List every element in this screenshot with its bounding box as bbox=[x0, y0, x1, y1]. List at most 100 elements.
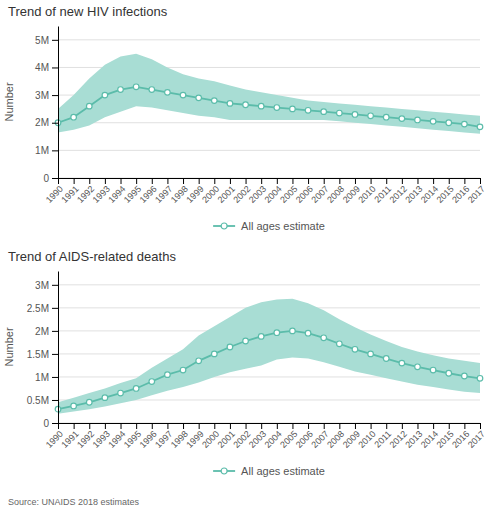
chart-figure: Trend of new HIV infections01M2M3M4M5M19… bbox=[0, 0, 500, 511]
tick: 3M bbox=[35, 90, 58, 101]
point bbox=[133, 84, 139, 90]
tick-mark bbox=[52, 150, 58, 151]
tick-mark bbox=[199, 178, 200, 184]
tick-mark bbox=[167, 178, 168, 184]
point bbox=[383, 114, 389, 120]
chart-title: Trend of new HIV infections bbox=[8, 4, 168, 19]
point bbox=[446, 120, 452, 126]
tick: 5M bbox=[35, 35, 58, 46]
tick-mark bbox=[52, 40, 58, 41]
tick-label: 4M bbox=[35, 62, 49, 73]
panel: Trend of new HIV infections01M2M3M4M5M19… bbox=[3, 4, 487, 232]
tick-mark bbox=[371, 423, 372, 429]
tick: 3M bbox=[35, 280, 58, 291]
point bbox=[368, 351, 374, 357]
point bbox=[227, 344, 233, 350]
point bbox=[462, 373, 468, 379]
point bbox=[258, 334, 264, 340]
y-axis: 00.5M1M1.5M2M2.5M3M bbox=[27, 272, 59, 429]
tick-mark bbox=[152, 178, 153, 184]
markers bbox=[55, 84, 483, 130]
point bbox=[399, 116, 405, 122]
chart-title: Trend of AIDS-related deaths bbox=[8, 249, 176, 264]
point bbox=[180, 367, 186, 373]
markers bbox=[55, 328, 483, 412]
point bbox=[305, 107, 311, 113]
tick-mark bbox=[52, 423, 58, 424]
point bbox=[71, 403, 77, 409]
tick-mark bbox=[417, 423, 418, 429]
tick-mark bbox=[121, 178, 122, 184]
legend-marker bbox=[221, 468, 227, 474]
tick-mark bbox=[339, 423, 340, 429]
point bbox=[86, 399, 92, 405]
series-line bbox=[58, 87, 480, 127]
tick-mark bbox=[324, 178, 325, 184]
point bbox=[399, 360, 405, 366]
y-axis: 01M2M3M4M5M bbox=[35, 27, 58, 184]
tick-mark bbox=[261, 178, 262, 184]
panel: Trend of AIDS-related deaths00.5M1M1.5M2… bbox=[3, 249, 487, 477]
tick-mark bbox=[277, 423, 278, 429]
tick-mark bbox=[402, 178, 403, 184]
tick: 2017 bbox=[466, 178, 487, 205]
tick-mark bbox=[52, 285, 58, 286]
series-line bbox=[58, 331, 480, 409]
tick-mark bbox=[52, 178, 58, 179]
grid-line bbox=[58, 39, 480, 40]
legend-item: All ages estimate bbox=[213, 220, 325, 232]
axis-line bbox=[58, 27, 59, 179]
plot-area: 01M2M3M4M5M19901991199219931994199519961… bbox=[35, 27, 487, 206]
point bbox=[165, 372, 171, 378]
tick: 1M bbox=[35, 372, 58, 383]
tick-label: 1M bbox=[35, 145, 49, 156]
legend-item: All ages estimate bbox=[213, 465, 325, 477]
tick-mark bbox=[246, 423, 247, 429]
point bbox=[383, 356, 389, 362]
tick-mark bbox=[183, 423, 184, 429]
tick-mark bbox=[152, 423, 153, 429]
point bbox=[211, 351, 217, 357]
legend: All ages estimate bbox=[213, 220, 325, 232]
tick-mark bbox=[449, 178, 450, 184]
point bbox=[477, 376, 483, 382]
tick: 1.5M bbox=[27, 349, 58, 360]
tick-label: 2017 bbox=[466, 429, 487, 450]
point bbox=[305, 330, 311, 336]
tick-mark bbox=[214, 178, 215, 184]
tick-mark bbox=[355, 423, 356, 429]
point bbox=[337, 341, 343, 347]
tick-mark bbox=[308, 178, 309, 184]
point bbox=[243, 102, 249, 108]
tick-label: 2.5M bbox=[27, 303, 49, 314]
tick-label: 2M bbox=[35, 326, 49, 337]
tick-label: 2017 bbox=[466, 184, 487, 205]
tick-mark bbox=[52, 308, 58, 309]
point bbox=[71, 114, 77, 120]
point bbox=[102, 92, 108, 98]
point bbox=[290, 106, 296, 112]
tick-label: 3M bbox=[35, 280, 49, 291]
point bbox=[102, 395, 108, 401]
tick-label: 1.5M bbox=[27, 349, 49, 360]
point bbox=[368, 113, 374, 119]
axis-line bbox=[59, 178, 481, 179]
tick-mark bbox=[386, 178, 387, 184]
tick-mark bbox=[52, 400, 58, 401]
tick-mark bbox=[52, 67, 58, 68]
tick-mark bbox=[58, 423, 59, 429]
point bbox=[446, 370, 452, 376]
tick-mark bbox=[480, 178, 481, 184]
tick: 0 bbox=[43, 418, 58, 429]
grid-line bbox=[58, 284, 480, 285]
tick-label: 5M bbox=[35, 35, 49, 46]
legend-label: All ages estimate bbox=[241, 220, 325, 232]
point bbox=[274, 105, 280, 111]
annotation: Source: UNAIDS 2018 estimates bbox=[8, 497, 140, 507]
point bbox=[415, 117, 421, 123]
y-axis-title: Number bbox=[3, 327, 15, 366]
legend-label: All ages estimate bbox=[241, 465, 325, 477]
tick-label: 3M bbox=[35, 90, 49, 101]
tick: 1M bbox=[35, 145, 58, 156]
tick-mark bbox=[292, 178, 293, 184]
